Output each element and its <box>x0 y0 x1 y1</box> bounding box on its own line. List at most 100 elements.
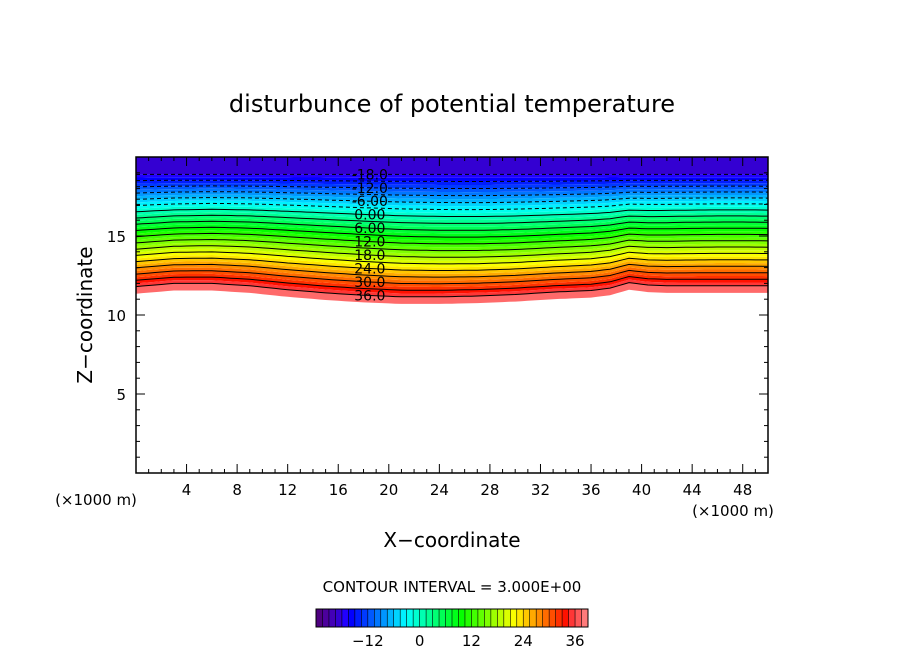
colorbar-segment <box>439 609 446 627</box>
x-tick-label: 32 <box>531 481 550 499</box>
contour-line <box>136 245 768 258</box>
colorbar-segment <box>555 609 563 627</box>
contour-band <box>136 273 768 291</box>
contour-line <box>136 191 768 197</box>
contour-band <box>136 218 768 231</box>
contour-label: 36.0 <box>354 289 385 305</box>
x-axis-unit-label: (×1000 m) <box>692 502 774 520</box>
contour-label: 24.0 <box>354 262 385 278</box>
colorbar-segment <box>406 609 414 627</box>
contour-line <box>136 220 768 231</box>
x-tick-label: 48 <box>733 481 752 499</box>
colorbar-segment <box>477 609 485 627</box>
contour-label: 6.00 <box>354 221 385 237</box>
colorbar-segment <box>575 609 582 627</box>
colorbar-segment <box>503 609 511 627</box>
contour-line <box>136 257 768 271</box>
colorbar-segment <box>374 609 382 627</box>
contour-labels: -18.0-12.0-6.000.006.0012.018.024.030.03… <box>352 167 388 304</box>
contour-band <box>136 224 768 238</box>
contour-line <box>136 179 768 182</box>
contour-label: 0.00 <box>354 208 385 224</box>
contour-band <box>136 197 768 207</box>
colorbar-segment <box>497 609 505 627</box>
contour-band <box>136 248 768 264</box>
colorbar-tick-label: 12 <box>462 632 481 650</box>
x-tick-label: 8 <box>232 481 242 499</box>
colorbar-segment <box>510 609 518 627</box>
colorbar-segment <box>361 609 369 627</box>
contour-band <box>136 279 768 297</box>
colorbar-segment <box>523 609 531 627</box>
colorbar-segment <box>542 609 550 627</box>
colorbar <box>315 609 589 627</box>
contour-line <box>136 197 768 204</box>
contour-line <box>136 275 768 291</box>
colorbar-segment <box>380 609 388 627</box>
colorbar-segment <box>568 609 576 627</box>
contour-band <box>136 188 768 196</box>
colorbar-tick-labels: −12 0 12 24 36 <box>352 632 585 650</box>
y-axis-unit-label: (×1000 m) <box>55 491 137 509</box>
contour-interval-text: CONTOUR INTERVAL = 3.000E+00 <box>323 578 582 596</box>
contour-line <box>136 185 768 189</box>
y-axis-ticks: 5 10 15 <box>107 172 768 458</box>
colorbar-segment <box>484 609 492 627</box>
contour-band <box>136 174 768 178</box>
x-tick-label: 16 <box>329 481 348 499</box>
colorbar-segment <box>354 609 362 627</box>
contour-band <box>136 200 768 210</box>
contour-band <box>136 212 768 224</box>
contour-label: -18.0 <box>352 167 388 183</box>
contour-band <box>136 183 768 189</box>
colorbar-segment <box>549 609 556 627</box>
x-axis-title: X−coordinate <box>383 528 520 552</box>
contour-line <box>136 238 768 252</box>
x-tick-label: 20 <box>379 481 398 499</box>
contour-line <box>136 251 768 265</box>
colorbar-tick-label: 24 <box>514 632 533 650</box>
x-axis-ticks: 4 8 12 16 20 24 28 32 36 40 44 48 <box>148 157 756 499</box>
colorbar-segment <box>316 609 323 627</box>
colorbar-segment <box>335 609 343 627</box>
contour-line <box>136 214 768 224</box>
y-axis-title: Z−coordinate <box>73 246 97 383</box>
colorbar-segment <box>348 609 356 627</box>
contour-label: 30.0 <box>354 275 385 291</box>
contour-lines <box>136 173 768 298</box>
colorbar-segment <box>452 609 459 627</box>
colorbar-segment <box>400 609 407 627</box>
colorbar-segment <box>387 609 395 627</box>
colorbar-segment <box>341 609 349 627</box>
x-tick-label: 24 <box>430 481 449 499</box>
contour-label: -6.00 <box>352 194 388 210</box>
colorbar-segment <box>413 609 420 627</box>
colorbar-segment <box>458 609 466 627</box>
colorbar-segment <box>471 609 479 627</box>
contour-band <box>136 242 768 258</box>
colorbar-segment <box>516 609 524 627</box>
contour-band <box>136 255 768 271</box>
contour-line <box>136 269 768 285</box>
colorbar-segment <box>393 609 401 627</box>
contour-band <box>136 157 768 175</box>
contour-band <box>136 267 768 284</box>
x-tick-label: 44 <box>683 481 702 499</box>
colorbar-segment <box>419 609 427 627</box>
colorbar-segment <box>581 609 589 627</box>
colorbar-segment <box>432 609 440 627</box>
colorbar-segment <box>562 609 569 627</box>
contour-band <box>136 177 768 182</box>
contour-line <box>136 202 768 211</box>
contour-band <box>136 282 768 304</box>
x-tick-label: 4 <box>182 481 192 499</box>
y-tick-label: 10 <box>107 307 126 325</box>
x-tick-label: 36 <box>581 481 600 499</box>
contour-band <box>136 206 768 217</box>
contour-band <box>136 191 768 200</box>
contour-line <box>136 263 768 278</box>
colorbar-frame <box>315 608 589 628</box>
y-tick-label: 5 <box>116 386 126 404</box>
colorbar-segment <box>322 609 330 627</box>
